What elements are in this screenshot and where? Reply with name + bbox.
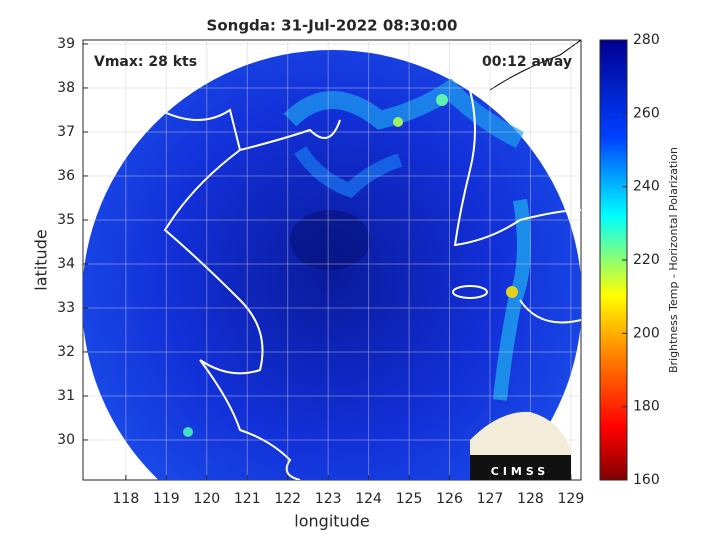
- y-tick-label: 30: [57, 432, 75, 448]
- colorbar-tick-label: 180: [633, 399, 660, 415]
- colorbar-tick-label: 200: [633, 325, 660, 341]
- colorbar-tick-label: 160: [633, 472, 660, 488]
- y-tick-label: 39: [57, 36, 75, 52]
- annotation: 00:12 away: [482, 54, 572, 70]
- y-tick-label: 36: [57, 168, 75, 184]
- x-tick-label: 118: [113, 491, 140, 507]
- x-axis-label: longitude: [294, 512, 369, 531]
- colorbar-tick-label: 260: [633, 105, 660, 121]
- y-tick-label: 34: [57, 256, 75, 272]
- satellite-image: [83, 40, 581, 480]
- y-tick-label: 38: [57, 80, 75, 96]
- x-tick-label: 121: [234, 491, 261, 507]
- colorbar-label: Brightness Temp - Horizontal Polarizatio…: [667, 147, 680, 373]
- y-tick-label: 32: [57, 344, 75, 360]
- logo: CIMSS: [470, 411, 571, 480]
- x-tick-label: 120: [193, 491, 220, 507]
- grid: [83, 40, 581, 480]
- colorbar-tick-label: 280: [633, 32, 660, 48]
- y-axis-label: latitude: [32, 229, 51, 290]
- x-tick-label: 126: [436, 491, 463, 507]
- y-tick-label: 33: [57, 300, 75, 316]
- x-tick-label: 127: [477, 491, 504, 507]
- y-tick-label: 37: [57, 124, 75, 140]
- x-tick-label: 125: [396, 491, 423, 507]
- y-tick-label: 35: [57, 212, 75, 228]
- y-tick-label: 31: [57, 388, 75, 404]
- x-tick-label: 129: [558, 491, 585, 507]
- colorbar-tick-label: 220: [633, 252, 660, 268]
- x-tick-label: 119: [153, 491, 180, 507]
- x-tick-label: 128: [517, 491, 544, 507]
- annotation: Vmax: 28 kts: [94, 54, 197, 70]
- chart-title: Songda: 31-Jul-2022 08:30:00: [207, 17, 458, 35]
- logo-text: CIMSS: [491, 465, 549, 478]
- x-tick-label: 122: [274, 491, 301, 507]
- colorbar-tick-label: 240: [633, 179, 660, 195]
- x-tick-label: 124: [355, 491, 382, 507]
- x-tick-label: 123: [315, 491, 342, 507]
